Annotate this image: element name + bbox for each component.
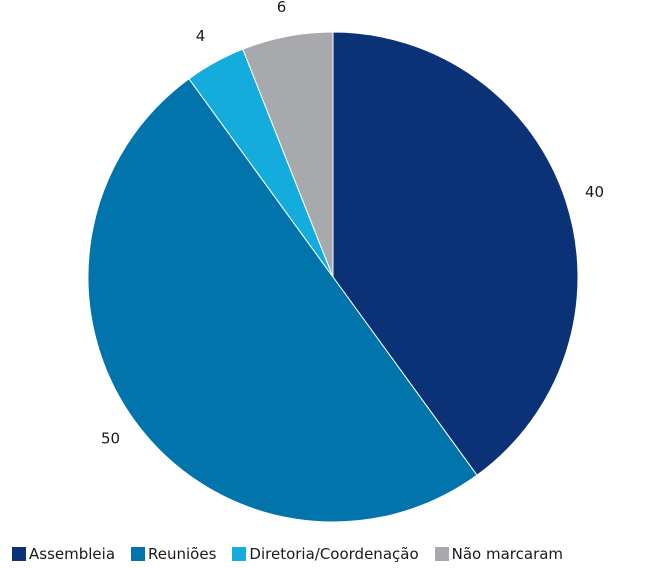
pie-slice-assembleia [332,31,579,476]
legend-label-assembleia: Assembleia [29,545,116,563]
data-label-diretoria-coordenacao: 4 [196,27,206,45]
legend-item-nao-marcaram: Não marcaram [434,545,564,563]
legend-swatch-diretoria-coordenacao [232,547,247,561]
pie-slice-reunioes [87,78,478,523]
data-labels: 40 50 4 6 [101,0,604,448]
legend-item-diretoria-coordenacao: Diretoria/Coordenação [232,545,419,563]
legend-label-diretoria-coordenacao: Diretoria/Coordenação [249,545,419,563]
pie-slice-nao-marcaram [242,31,334,278]
data-label-assembleia: 40 [585,183,604,201]
legend-item-reunioes: Reuniões [131,545,216,563]
legend-label-reunioes: Reuniões [148,545,217,563]
legend-item-assembleia: Assembleia [12,545,115,563]
data-label-nao-marcaram: 6 [277,0,287,16]
legend-swatch-assembleia [12,547,26,561]
data-label-reunioes: 50 [101,430,120,448]
legend-label-nao-marcaram: Não marcaram [451,545,564,563]
pie-slices [87,31,579,523]
legend-swatch-nao-marcaram [434,547,449,561]
legend-swatch-reunioes [131,547,146,561]
legend: Assembleia Reuniões Diretoria/Coordenaçã… [12,544,563,564]
